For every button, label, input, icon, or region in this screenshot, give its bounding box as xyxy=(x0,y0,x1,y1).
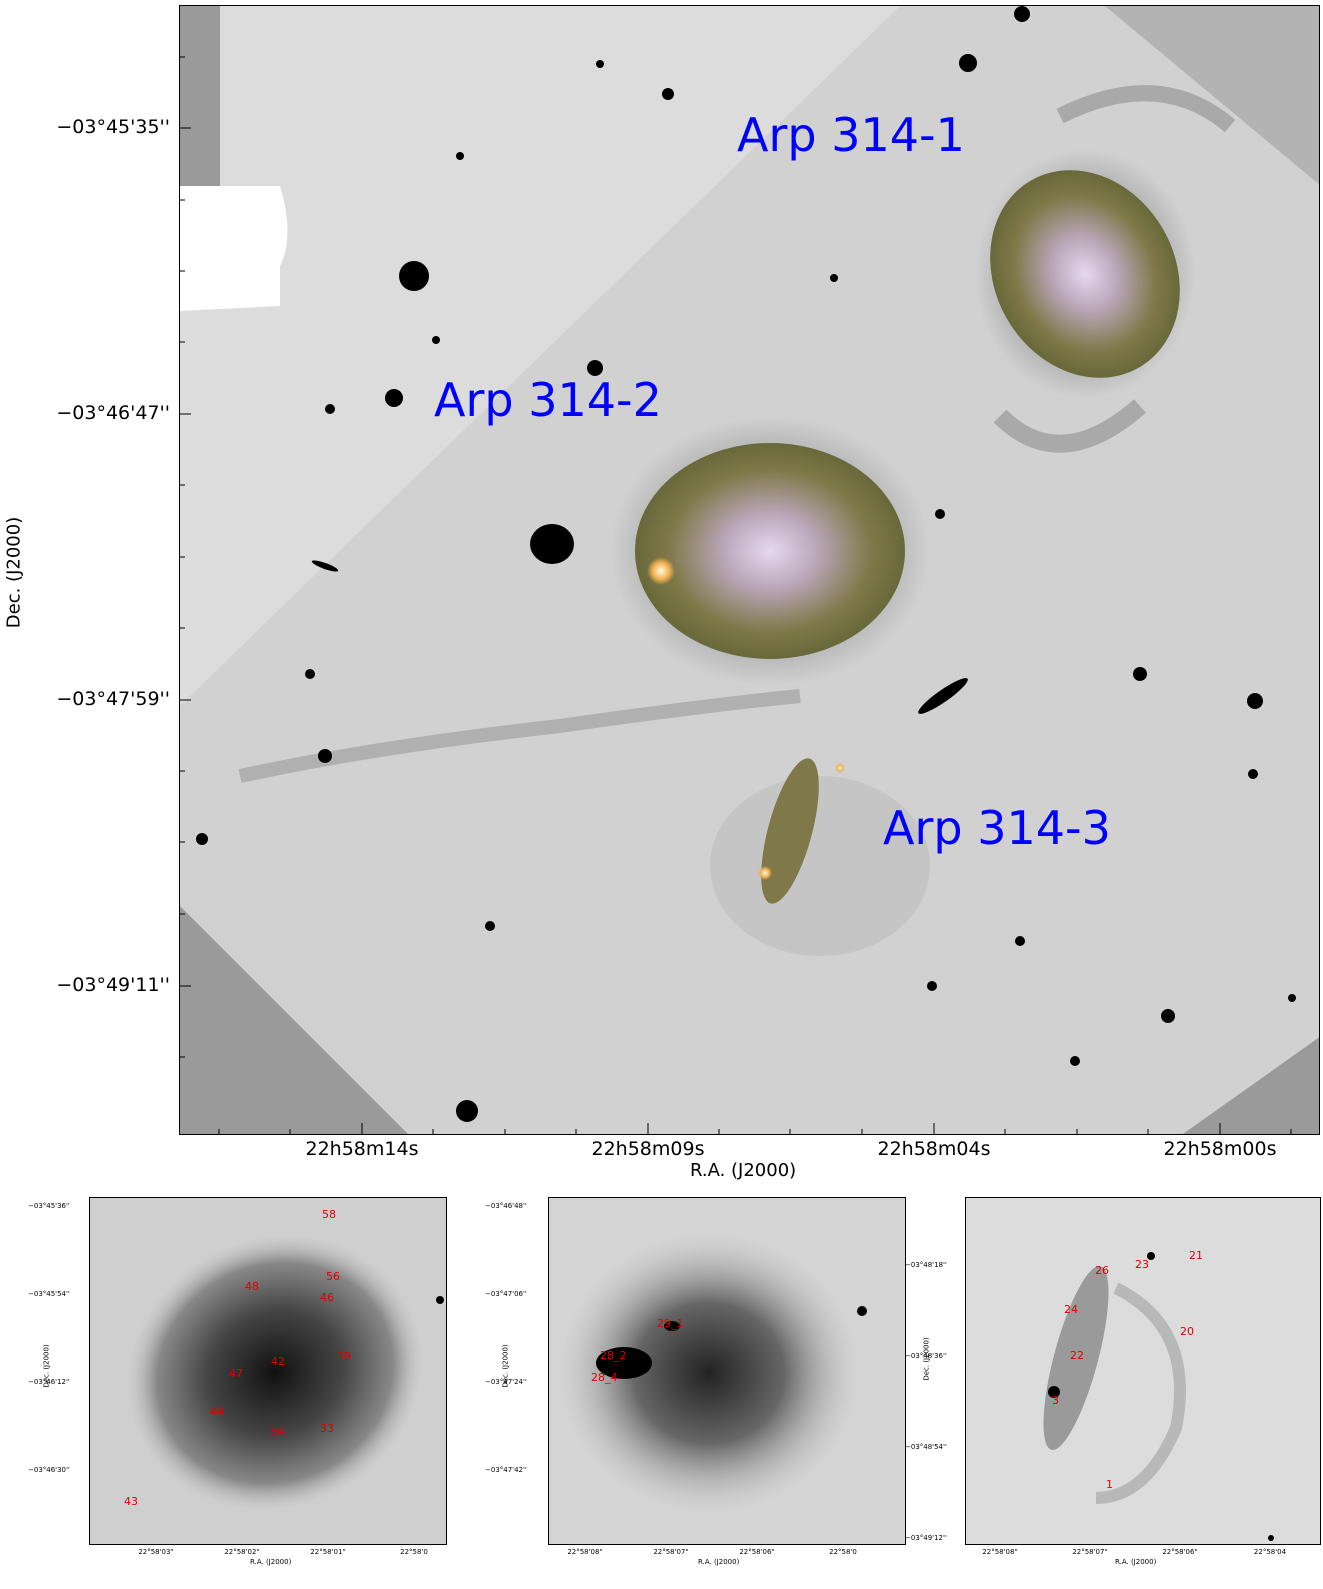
source-label: 28_4 xyxy=(591,1371,618,1384)
panel2-x-axis-title: R.A. (J2000) xyxy=(698,1558,740,1566)
galaxy-label-arp314-1: Arp 314-1 xyxy=(737,108,965,162)
source-label: 28_2 xyxy=(600,1349,627,1362)
panel1-dec-tick: −03°45'54'' xyxy=(28,1290,70,1298)
panel2-y-axis-title: Dec. (J2000) xyxy=(501,1344,510,1388)
panel3-ra-tick: 22°58'06" xyxy=(1162,1548,1198,1556)
panel2-ra-tick: 22°58'0 xyxy=(829,1548,857,1556)
main-dec-tick: −03°47'59'' xyxy=(56,688,170,710)
source-label: 43 xyxy=(124,1495,138,1508)
main-axis-ticks xyxy=(179,56,1292,1135)
main-sky-image xyxy=(180,6,1319,1134)
source-label: 3 xyxy=(1052,1394,1059,1407)
zoom-image-arp314-3 xyxy=(966,1198,1320,1544)
main-ra-tick: 22h58m04s xyxy=(877,1138,991,1160)
panel3-dec-tick: −03°48'54'' xyxy=(905,1443,947,1451)
panel3-dec-tick: −03°48'18'' xyxy=(905,1261,947,1269)
galaxy-label-arp314-3: Arp 314-3 xyxy=(883,801,1111,855)
source-label: 26 xyxy=(1095,1264,1109,1277)
zoom-panel-arp314-2 xyxy=(548,1197,906,1545)
panel3-ra-tick: 22°58'04 xyxy=(1253,1548,1287,1556)
zoom-panel-arp314-1 xyxy=(89,1197,447,1545)
panel1-dec-tick: −03°46'30'' xyxy=(28,1466,70,1474)
source-label: 44 xyxy=(210,1405,224,1418)
main-ra-tick: 22h58m00s xyxy=(1163,1138,1277,1160)
galaxy-label-arp314-2: Arp 314-2 xyxy=(434,373,662,427)
main-ra-tick: 22h58m14s xyxy=(305,1138,419,1160)
panel2-ra-tick: 22°58'06" xyxy=(739,1548,775,1556)
panel1-ra-tick: 22°58'0 xyxy=(400,1548,428,1556)
source-label: 21 xyxy=(1189,1249,1203,1262)
panel1-ra-tick: 22°58'02" xyxy=(224,1548,260,1556)
panel3-dec-tick: −03°49'12'' xyxy=(905,1534,947,1542)
panel1-x-axis-title: R.A. (J2000) xyxy=(250,1558,292,1566)
source-label: 23 xyxy=(1135,1258,1149,1271)
panel1-ra-tick: 22°58'03" xyxy=(138,1548,174,1556)
main-image-frame xyxy=(179,5,1320,1135)
zoom-image-arp314-1 xyxy=(90,1198,446,1544)
main-y-axis-title: Dec. (J2000) xyxy=(3,516,25,629)
source-label: 34 xyxy=(270,1425,284,1438)
zoom-image-arp314-2 xyxy=(549,1198,905,1544)
source-label: 58 xyxy=(322,1208,336,1221)
source-label: 47 xyxy=(229,1367,243,1380)
source-label: 46 xyxy=(320,1291,334,1304)
source-label: 29_1 xyxy=(657,1317,684,1330)
source-label: 33 xyxy=(320,1422,334,1435)
panel2-ra-tick: 22°58'07" xyxy=(653,1548,689,1556)
main-dec-tick: −03°49'11'' xyxy=(56,974,170,996)
panel1-ra-tick: 22°58'01" xyxy=(310,1548,346,1556)
panel3-ra-tick: 22°58'07" xyxy=(1072,1548,1108,1556)
zoom-panel-arp314-3 xyxy=(965,1197,1321,1545)
source-label: 24 xyxy=(1064,1303,1078,1316)
main-dec-tick: −03°46'47'' xyxy=(56,402,170,424)
panel1-dec-tick: −03°46'12'' xyxy=(28,1378,70,1386)
panel2-dec-tick: −03°47'06'' xyxy=(485,1290,527,1298)
source-label: 48 xyxy=(245,1280,259,1293)
source-label: 1 xyxy=(1106,1478,1113,1491)
panel3-ra-tick: 22°58'08" xyxy=(982,1548,1018,1556)
panel2-dec-tick: −03°47'42'' xyxy=(485,1466,527,1474)
main-ra-tick: 22h58m09s xyxy=(591,1138,705,1160)
panel2-dec-tick: −03°46'48'' xyxy=(485,1202,527,1210)
main-x-axis-title: R.A. (J2000) xyxy=(690,1160,797,1181)
panel2-dec-tick: −03°47'24'' xyxy=(485,1378,527,1386)
source-label: 39 xyxy=(337,1350,351,1363)
main-dec-tick: −03°45'35'' xyxy=(56,116,170,138)
source-label: 42 xyxy=(271,1355,285,1368)
source-label: 56 xyxy=(326,1270,340,1283)
panel3-dec-tick: −03°48'36'' xyxy=(905,1352,947,1360)
panel3-y-axis-title: Dec. (J2000) xyxy=(922,1337,931,1381)
source-label: 20 xyxy=(1180,1325,1194,1338)
panel2-ra-tick: 22°58'08" xyxy=(567,1548,603,1556)
source-label: 22 xyxy=(1070,1349,1084,1362)
panel1-y-axis-title: Dec. (J2000) xyxy=(42,1344,51,1388)
panel1-dec-tick: −03°45'36'' xyxy=(28,1202,70,1210)
panel3-x-axis-title: R.A. (J2000) xyxy=(1115,1558,1157,1566)
